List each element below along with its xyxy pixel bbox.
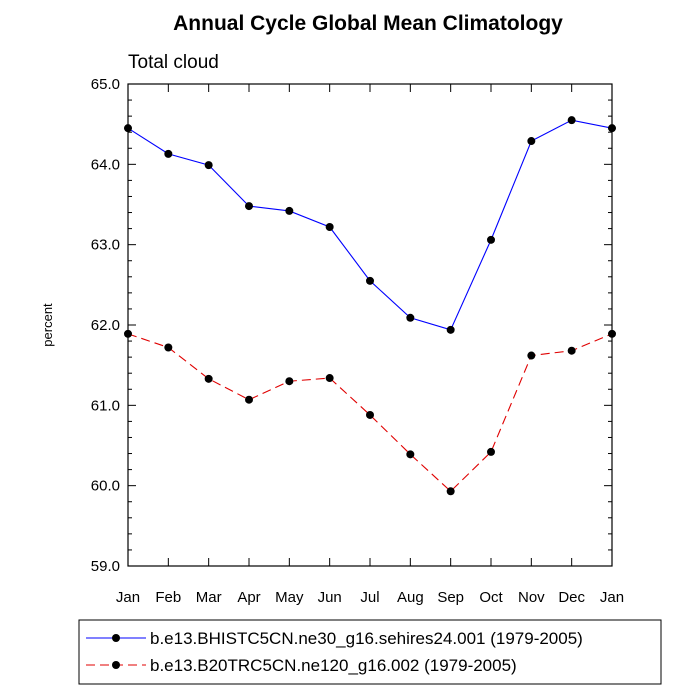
data-point-series-1 [446,325,455,334]
x-tick-label: Oct [479,589,503,606]
data-point-series-1 [608,124,616,133]
y-tick-label: 64.0 [91,156,120,173]
chart-title: Annual Cycle Global Mean Climatology [173,12,563,35]
x-tick-label: Jan [600,589,624,606]
plot-frame [127,83,613,567]
data-point-series-2 [446,487,455,496]
data-point-series-2 [527,351,536,360]
y-tick-label: 62.0 [91,317,120,334]
data-point-series-2 [366,410,374,419]
y-axis-label: percent [40,303,55,347]
y-tick-label: 60.0 [91,478,120,495]
series-layer [124,116,616,496]
data-point-series-1 [325,222,334,231]
x-tick-label: Dec [558,589,585,606]
x-tick-label: Aug [397,589,424,606]
y-tick-label: 59.0 [91,558,120,575]
y-tick-labels: 59.0 60.0 61.0 62.0 63.0 64.0 65.0 [91,76,120,575]
x-tick-label: Nov [518,589,545,606]
data-point-series-2 [124,329,132,338]
data-point-series-1 [124,124,132,133]
data-point-series-1 [366,276,374,285]
data-point-series-2 [325,374,334,383]
x-tick-label: May [275,589,304,606]
x-tick-label: Sep [437,589,464,606]
legend-marker-1 [112,634,120,642]
data-point-series-1 [487,235,495,244]
data-point-series-2 [285,377,294,386]
x-tick-label: Mar [196,589,222,606]
legend [78,619,662,685]
y-tick-label: 63.0 [91,237,120,254]
x-tick-label: Jun [318,589,342,606]
y-tick-label: 65.0 [91,76,120,93]
data-point-series-2 [164,343,173,352]
data-point-series-2 [406,450,415,459]
x-tick-label: Feb [155,589,181,606]
y-tick-label: 61.0 [91,397,120,414]
x-tick-label: Jan [116,589,140,606]
data-point-series-2 [567,346,576,355]
legend-label-1: b.e13.BHISTC5CN.ne30_g16.sehires24.001 (… [150,629,583,648]
data-point-series-1 [164,149,173,158]
data-point-series-1 [567,116,576,125]
data-point-series-1 [285,206,294,215]
legend-label-2: b.e13.B20TRC5CN.ne120_g16.002 (1979-2005… [150,656,517,675]
x-tick-label: Apr [237,589,260,606]
series-line-1 [127,119,613,331]
x-tick-label: Jul [360,589,379,606]
data-point-series-2 [204,374,213,383]
data-point-series-1 [527,137,536,146]
data-point-series-1 [406,313,415,322]
data-point-series-1 [245,202,253,211]
data-point-series-2 [245,395,253,404]
chart-subtitle: Total cloud [128,52,219,73]
x-tick-labels: Jan Feb Mar Apr May Jun Jul Aug Sep Oct Nov Dec Jan [116,589,624,606]
legend-items: b.e13.BHISTC5CN.ne30_g16.sehires24.001 (… [86,629,583,675]
axis-ticks [127,83,613,567]
data-point-series-2 [608,329,616,338]
data-point-series-2 [487,447,495,456]
data-point-series-1 [204,161,213,170]
legend-marker-2 [112,661,120,669]
